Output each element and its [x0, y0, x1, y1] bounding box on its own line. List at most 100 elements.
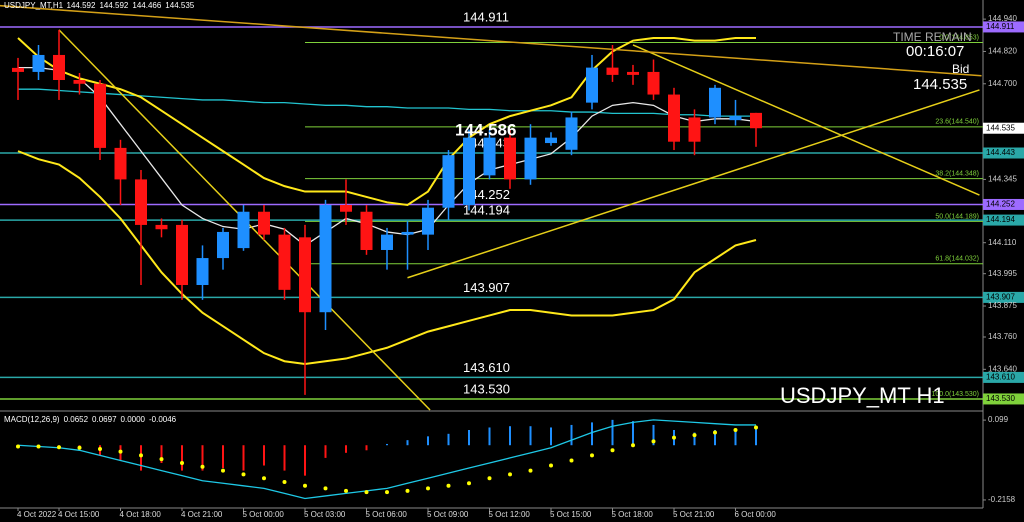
candle-body	[217, 231, 229, 259]
candle-body	[53, 54, 65, 81]
candle-body	[155, 224, 168, 230]
candle-body	[422, 207, 434, 235]
level-axis-box	[983, 21, 1024, 33]
timer-label: TIME REMAIN	[893, 30, 972, 44]
macd-signal-dot	[98, 447, 102, 452]
candle-body	[360, 211, 373, 250]
candle-body	[545, 137, 557, 144]
macd-signal-dot	[159, 457, 164, 462]
level-axis-label: 144.194	[986, 215, 1015, 224]
header-value: 144.535	[165, 1, 194, 10]
candle-body	[606, 67, 619, 75]
macd-signal-dot	[446, 483, 451, 488]
x-tick-label: 4 Oct 15:00	[58, 510, 100, 519]
macd-signal-dot	[590, 453, 594, 458]
macd-signal-dot	[672, 435, 676, 440]
x-tick-label: 5 Oct 03:00	[304, 510, 346, 519]
y-tick-label: 144.700	[988, 79, 1017, 88]
macd-header-value: 0.0652	[64, 415, 89, 424]
level-axis-box	[983, 393, 1024, 405]
macd-signal-dot	[118, 449, 123, 454]
level-axis-label: 143.907	[986, 293, 1015, 302]
macd-signal-dot	[344, 488, 348, 493]
price-label: 144.586	[455, 120, 516, 139]
macd-signal-dot	[221, 468, 225, 473]
fibo-label: 38.2(144.348)	[935, 170, 979, 177]
macd-name: MACD(12,26,9)	[4, 415, 60, 424]
y-tick-label: 144.345	[988, 175, 1017, 184]
candle-body	[278, 234, 291, 290]
level-axis-box	[983, 371, 1024, 383]
x-tick-label: 5 Oct 12:00	[489, 510, 531, 519]
candle-body	[709, 87, 721, 118]
x-tick-label: 6 Oct 00:00	[735, 510, 777, 519]
candle-body	[114, 147, 127, 180]
macd-signal-dot	[200, 464, 205, 469]
header-value: 144.592	[99, 1, 128, 10]
indicator-line	[17, 36, 756, 207]
header-symbol: USDJPY_MT,H1	[4, 1, 64, 10]
candle-body	[504, 137, 516, 180]
timer: 00:16:07	[906, 43, 964, 60]
trendline	[632, 44, 980, 196]
level-axis-label: 143.610	[986, 373, 1015, 382]
macd-signal-dot	[426, 486, 430, 491]
macd-signal-dot	[241, 472, 246, 477]
level-label: 144.194	[463, 203, 510, 218]
macd-signal-dot	[733, 428, 738, 433]
candle-body	[483, 137, 496, 176]
macd-signal-dot	[139, 453, 143, 458]
candle-body	[319, 205, 332, 313]
candle-body	[258, 211, 270, 235]
macd-signal-dot	[180, 460, 184, 465]
header: USDJPY_MT,H1 144.592 144.592 144.466 144.535	[4, 1, 195, 10]
y-tick-label: 143.640	[988, 364, 1017, 373]
macd-signal-dot	[549, 463, 553, 468]
candle-body	[401, 231, 414, 235]
macd-y-tick-label: 0.099	[988, 415, 1009, 424]
macd-signal-dot	[487, 476, 492, 481]
macd-signal-dot	[754, 425, 758, 430]
trendline	[407, 89, 980, 279]
candle-body	[586, 67, 598, 103]
x-tick-label: 4 Oct 2022	[17, 510, 57, 519]
level-label: 143.610	[463, 360, 510, 375]
level-axis-box	[983, 291, 1024, 303]
level-axis-label: 144.252	[986, 200, 1015, 209]
candle-body	[32, 54, 45, 72]
header-value: 144.592	[67, 1, 96, 10]
macd-signal-dot	[405, 488, 410, 493]
level-axis-box	[983, 198, 1024, 210]
macd-header-value: 0.0697	[92, 415, 117, 424]
macd-signal-dot	[651, 439, 656, 444]
x-tick-label: 5 Oct 15:00	[550, 510, 592, 519]
macd-signal-dot	[610, 448, 615, 453]
macd-y-tick-label: -0.2158	[988, 495, 1016, 504]
macd-line	[17, 419, 756, 500]
macd-signal-dot	[631, 443, 635, 448]
macd-signal-dot	[467, 481, 471, 486]
level-axis-box	[983, 214, 1024, 226]
level-label: 143.907	[463, 280, 510, 295]
candle-body	[196, 258, 209, 286]
candle-body	[340, 205, 352, 212]
fibo-label: 23.6(144.540)	[935, 119, 979, 126]
macd-signal-dot	[508, 472, 512, 477]
bid-axis-label: 144.535	[986, 123, 1015, 132]
candle-body	[647, 71, 660, 95]
candle-body	[237, 211, 250, 249]
fibo-label: 100.0(143.530)	[932, 391, 979, 398]
level-axis-label: 143.530	[986, 394, 1015, 403]
macd-signal-dot	[323, 486, 328, 491]
candle-body	[94, 83, 106, 148]
macd-signal-dot	[262, 476, 266, 481]
candle-body	[565, 117, 578, 150]
macd-signal-dot	[303, 483, 307, 488]
macd-header-value: 0.0000	[121, 415, 146, 424]
trendline	[0, 4, 982, 77]
macd-header: MACD(12,26,9) 0.0652 0.0697 0.0000 -0.0046	[4, 415, 177, 424]
x-tick-label: 5 Oct 00:00	[243, 510, 285, 519]
macd-signal-dot	[569, 458, 574, 463]
